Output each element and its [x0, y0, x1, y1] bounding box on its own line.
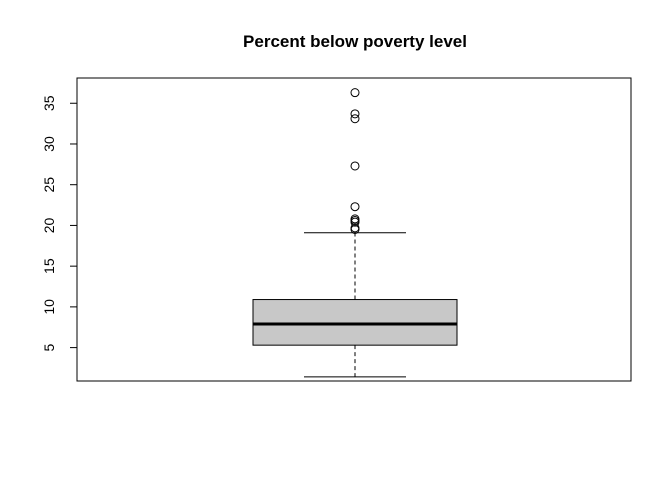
outlier-point	[350, 109, 360, 119]
outlier-point	[350, 223, 360, 233]
y-tick-label: 20	[41, 217, 57, 233]
outliers	[350, 88, 360, 234]
box-plot	[252, 232, 458, 378]
outlier-point	[350, 202, 360, 212]
y-tick-label: 10	[41, 299, 57, 315]
outlier-point	[350, 88, 360, 98]
y-tick-label: 25	[41, 177, 57, 193]
y-tick-label: 30	[41, 136, 57, 152]
y-axis: 5 10 15 20 25 30 35	[41, 95, 78, 352]
outlier-point	[350, 161, 360, 171]
y-tick-label: 35	[41, 95, 57, 111]
chart-title: Percent below poverty level	[243, 32, 467, 51]
iqr-box	[252, 299, 458, 346]
y-tick-label: 15	[41, 258, 57, 274]
outlier-point	[350, 114, 360, 124]
y-tick-label: 5	[41, 344, 57, 352]
outlier-point	[350, 214, 360, 224]
